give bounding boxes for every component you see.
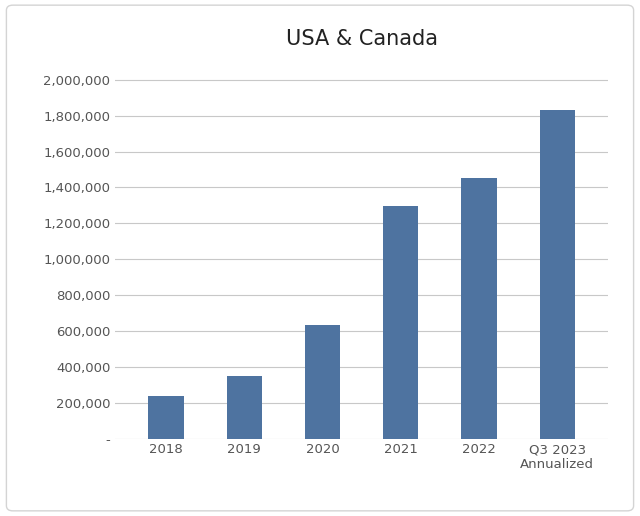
Bar	[461, 178, 497, 439]
Bar	[383, 206, 419, 439]
Bar	[148, 396, 184, 439]
Bar	[305, 325, 340, 439]
Bar	[227, 376, 262, 439]
Title: USA & Canada: USA & Canada	[285, 29, 438, 49]
Bar	[540, 110, 575, 439]
